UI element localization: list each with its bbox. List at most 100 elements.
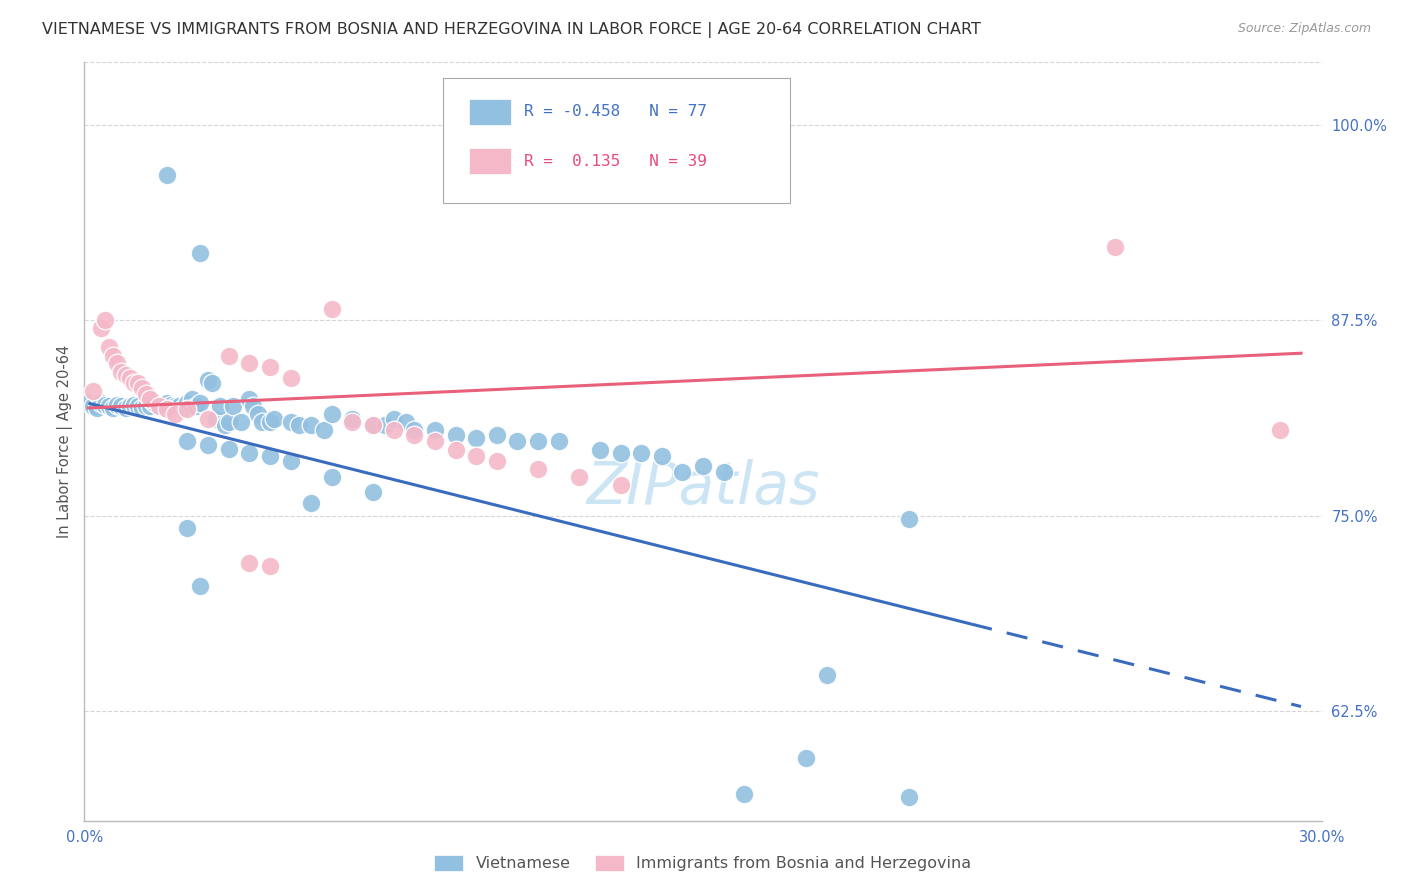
- Point: [229, 415, 252, 429]
- Point: [238, 392, 260, 406]
- Point: [105, 398, 128, 412]
- Point: [90, 321, 112, 335]
- Point: [815, 668, 838, 682]
- Point: [713, 465, 735, 479]
- Point: [280, 454, 302, 468]
- Point: [222, 400, 245, 414]
- Point: [527, 434, 550, 448]
- Point: [259, 360, 281, 375]
- Point: [188, 579, 211, 593]
- Point: [671, 465, 693, 479]
- Point: [321, 407, 343, 421]
- Point: [423, 434, 446, 448]
- Point: [527, 462, 550, 476]
- FancyBboxPatch shape: [443, 78, 790, 202]
- Point: [404, 423, 426, 437]
- Point: [156, 168, 179, 182]
- Point: [172, 401, 194, 415]
- Point: [1104, 240, 1126, 254]
- Point: [176, 434, 198, 448]
- Point: [342, 412, 364, 426]
- Point: [382, 423, 405, 437]
- Point: [630, 446, 652, 460]
- Point: [374, 418, 396, 433]
- Point: [263, 412, 285, 426]
- Point: [127, 400, 149, 414]
- Point: [238, 355, 260, 369]
- Point: [122, 376, 145, 390]
- Point: [118, 371, 141, 385]
- FancyBboxPatch shape: [470, 148, 512, 174]
- Point: [898, 512, 921, 526]
- Point: [568, 469, 591, 483]
- Point: [361, 485, 384, 500]
- Point: [404, 427, 426, 442]
- Point: [86, 401, 108, 415]
- Point: [312, 423, 335, 437]
- Text: VIETNAMESE VS IMMIGRANTS FROM BOSNIA AND HERZEGOVINA IN LABOR FORCE | AGE 20-64 : VIETNAMESE VS IMMIGRANTS FROM BOSNIA AND…: [42, 22, 981, 38]
- Point: [259, 415, 281, 429]
- Point: [382, 412, 405, 426]
- Point: [444, 443, 467, 458]
- Point: [589, 443, 612, 458]
- Point: [82, 384, 104, 398]
- Point: [148, 400, 170, 414]
- Point: [98, 340, 121, 354]
- Point: [94, 398, 117, 412]
- Point: [176, 396, 198, 410]
- Point: [156, 402, 179, 417]
- Point: [898, 790, 921, 805]
- Point: [167, 400, 190, 414]
- Point: [280, 371, 302, 385]
- Point: [485, 454, 508, 468]
- Point: [205, 412, 228, 426]
- Point: [152, 400, 174, 414]
- Point: [90, 396, 112, 410]
- Point: [103, 401, 125, 415]
- Point: [250, 415, 273, 429]
- Point: [131, 401, 153, 415]
- Point: [127, 376, 149, 390]
- Point: [139, 400, 162, 414]
- Point: [143, 396, 166, 410]
- Point: [103, 349, 125, 363]
- Point: [342, 415, 364, 429]
- Point: [118, 400, 141, 414]
- Point: [82, 400, 104, 414]
- Point: [485, 427, 508, 442]
- Point: [361, 418, 384, 433]
- Text: ZIPatlas: ZIPatlas: [586, 458, 820, 516]
- Point: [122, 398, 145, 412]
- Point: [395, 415, 418, 429]
- Point: [131, 381, 153, 395]
- Point: [114, 401, 136, 415]
- Point: [361, 418, 384, 433]
- Point: [148, 398, 170, 412]
- Point: [98, 400, 121, 414]
- Point: [188, 246, 211, 260]
- Point: [188, 396, 211, 410]
- Point: [465, 431, 488, 445]
- Y-axis label: In Labor Force | Age 20-64: In Labor Force | Age 20-64: [58, 345, 73, 538]
- Point: [176, 402, 198, 417]
- Text: Source: ZipAtlas.com: Source: ZipAtlas.com: [1237, 22, 1371, 36]
- Point: [242, 400, 264, 414]
- Point: [201, 376, 224, 390]
- Point: [114, 368, 136, 383]
- Point: [176, 521, 198, 535]
- Text: R = -0.458   N = 77: R = -0.458 N = 77: [523, 104, 706, 120]
- Point: [139, 392, 162, 406]
- Point: [444, 427, 467, 442]
- Point: [321, 302, 343, 317]
- Point: [218, 415, 240, 429]
- Point: [465, 450, 488, 464]
- Point: [156, 396, 179, 410]
- Point: [733, 787, 755, 801]
- Point: [135, 387, 157, 401]
- Point: [246, 407, 269, 421]
- Point: [209, 400, 232, 414]
- Point: [692, 458, 714, 473]
- Point: [110, 365, 132, 379]
- Point: [214, 418, 236, 433]
- Point: [259, 558, 281, 573]
